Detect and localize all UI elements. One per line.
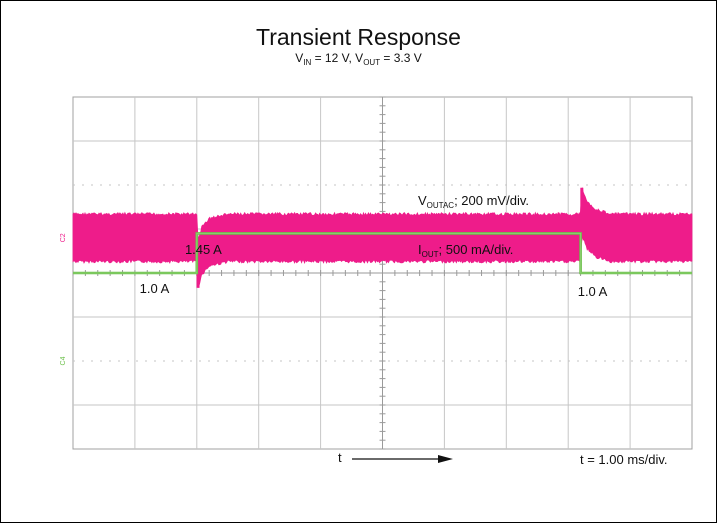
- chart-subtitle: VIN = 12 V, VOUT = 3.3 V: [295, 51, 422, 67]
- channel-markers: C2 C4: [60, 233, 67, 365]
- time-per-div-label: t = 1.00 ms/div.: [580, 452, 668, 467]
- time-arrow-label: t: [338, 450, 342, 465]
- channel-marker: C2: [60, 233, 67, 242]
- scope-grid: [72, 96, 693, 450]
- annotation-label: 1.0 A: [139, 281, 170, 296]
- trace-iout-highlight: [73, 232, 692, 274]
- annotation-label: 1.45 A: [184, 242, 222, 258]
- channel-label-iout: IOUT; 500 mA/div.: [418, 242, 514, 260]
- time-arrow: [352, 455, 453, 463]
- channel-label-voutac: VOUTAC; 200 mV/div.: [418, 192, 529, 210]
- scope-traces: [72, 187, 693, 288]
- annotation-label: 1.0 A: [577, 284, 608, 299]
- trace-voutac-band: [72, 187, 693, 288]
- chart-title: Transient Response: [256, 24, 461, 50]
- channel-marker: C4: [60, 356, 67, 365]
- time-arrow-head: [438, 455, 453, 463]
